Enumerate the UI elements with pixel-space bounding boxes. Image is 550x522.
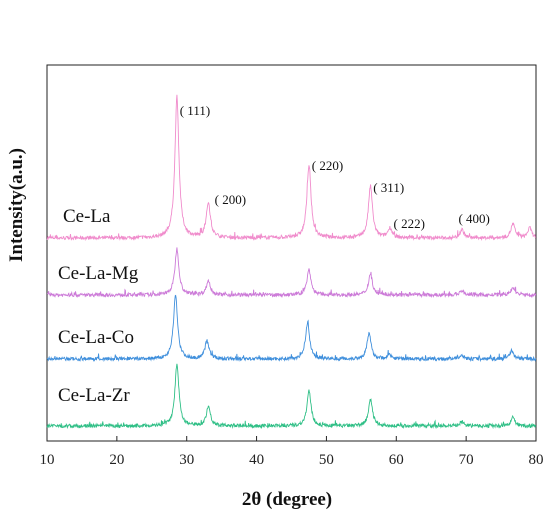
peak-annotation: ( 400)	[458, 211, 489, 226]
series-label-ce-la-co: Ce-La-Co	[58, 327, 134, 348]
x-tick-label: 80	[529, 452, 544, 468]
x-tick-label: 70	[459, 452, 474, 468]
x-tick-label: 50	[319, 452, 334, 468]
peak-annotations: ( 111) ( 200) ( 220) ( 311) ( 222) ( 400)	[180, 103, 490, 231]
x-tick-label: 60	[389, 452, 404, 468]
y-axis-title: Intensity(a.u.)	[6, 148, 27, 262]
series-label-ce-la-mg: Ce-La-Mg	[58, 263, 139, 284]
series-line-ce-la-zr	[46, 363, 537, 430]
series-label-ce-la: Ce-La	[63, 206, 111, 227]
x-axis-title: 2θ (degree)	[242, 489, 332, 510]
peak-annotation: ( 111)	[180, 103, 210, 118]
series-layer	[46, 94, 537, 430]
series-line-ce-la-mg	[46, 247, 537, 299]
series-line-ce-la	[46, 94, 537, 242]
x-tick-label: 30	[179, 452, 194, 468]
series-line-ce-la-co	[46, 294, 537, 363]
x-tick-label: 20	[109, 452, 124, 468]
series-labels: Ce-La Ce-La-Mg Ce-La-Co Ce-La-Zr	[58, 206, 139, 406]
peak-annotation: ( 222)	[393, 216, 424, 231]
plot-frame	[46, 64, 537, 442]
x-axis-ticks: 10 20 30 40 50 60 70 80	[40, 436, 544, 468]
x-tick-label: 40	[249, 452, 264, 468]
series-label-ce-la-zr: Ce-La-Zr	[58, 385, 130, 406]
x-tick-label: 10	[40, 452, 55, 468]
peak-annotation: ( 220)	[312, 158, 343, 173]
peak-annotation: ( 311)	[373, 180, 404, 195]
peak-annotation: ( 200)	[215, 192, 246, 207]
